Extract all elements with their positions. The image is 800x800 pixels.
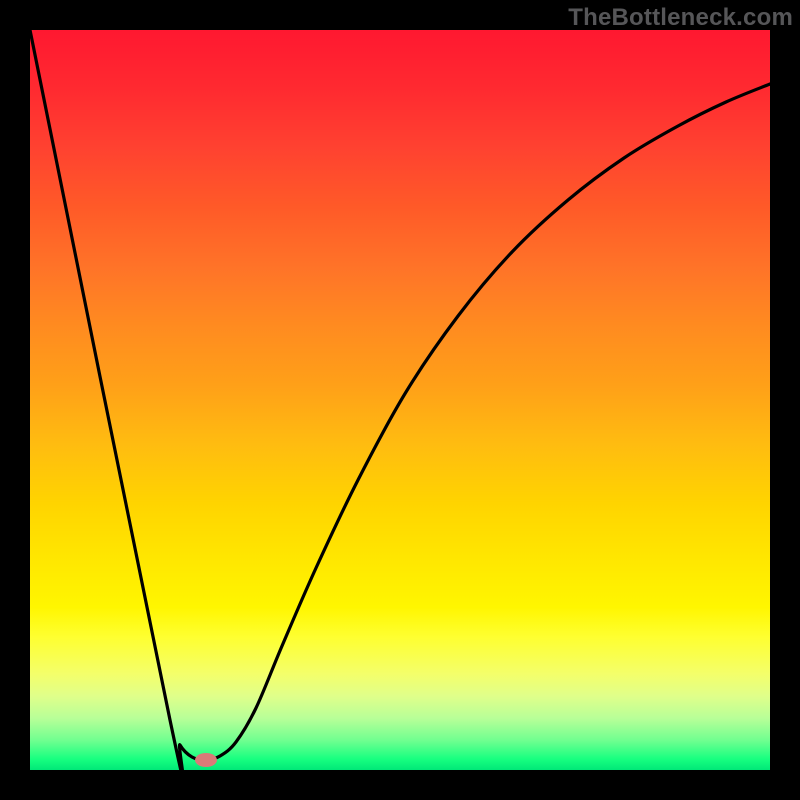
bottleneck-curve xyxy=(30,30,770,770)
watermark: TheBottleneck.com xyxy=(568,4,793,32)
optimum-marker xyxy=(195,753,217,767)
chart-container: TheBottleneck.com xyxy=(0,0,800,800)
plot-area xyxy=(30,30,770,770)
chart-svg xyxy=(30,30,770,770)
